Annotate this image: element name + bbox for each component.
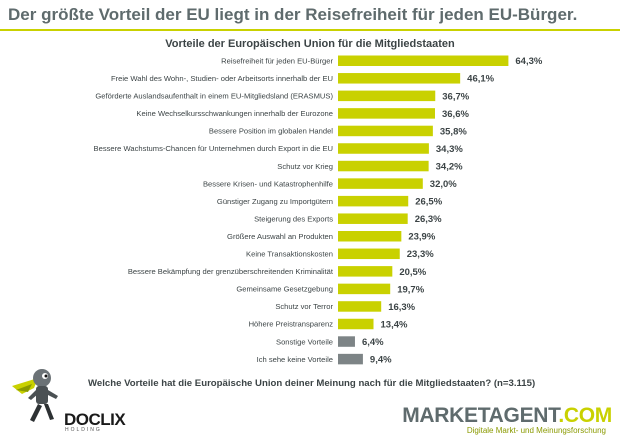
chart-title: Vorteile der Europäischen Union für die … — [165, 38, 455, 50]
bar — [338, 213, 408, 224]
category-label: Schutz vor Krieg — [277, 162, 333, 171]
value-label: 36,7% — [442, 91, 469, 102]
bar — [338, 195, 409, 207]
value-label: 36,6% — [442, 109, 469, 120]
category-label: Keine Transaktionskosten — [246, 250, 333, 259]
value-label: 34,3% — [436, 144, 463, 155]
bar — [338, 231, 402, 242]
value-label: 23,9% — [408, 232, 435, 243]
value-label: 32,0% — [430, 179, 457, 190]
value-label: 35,8% — [440, 126, 467, 137]
doclix-logo-tagline: HOLDING — [65, 427, 102, 433]
bar — [338, 283, 391, 295]
bar — [338, 143, 429, 154]
category-label: Günstiger Zugang zu Importgütern — [217, 197, 333, 206]
marketagent-logo-suffix: .COM — [558, 404, 612, 427]
category-label: Gemeinsame Gesetzgebung — [236, 285, 333, 294]
category-label: Steigerung des Exports — [254, 214, 333, 223]
value-label: 16,3% — [388, 302, 415, 313]
category-label: Höhere Preistransparenz — [249, 320, 334, 329]
value-label: 19,7% — [397, 284, 424, 295]
value-label: 26,3% — [415, 214, 442, 225]
bar — [338, 160, 429, 172]
category-label: Keine Wechselkursschwankungen innerhalb … — [136, 109, 333, 118]
headline-bar: Der größte Vorteil der EU liegt in der R… — [0, 0, 620, 31]
category-label: Reisefreiheit für jeden EU-Bürger — [221, 56, 333, 65]
category-label: Ich sehe keine Vorteile — [257, 355, 333, 364]
bar — [338, 301, 382, 312]
bar — [338, 73, 461, 84]
value-label: 13,4% — [381, 319, 408, 330]
category-label: Bessere Position im globalen Handel — [209, 127, 333, 136]
value-label: 20,5% — [399, 267, 426, 278]
value-label: 23,3% — [407, 249, 434, 260]
marketagent-logo: MARKETAGENT.COM — [402, 404, 612, 428]
bar — [338, 248, 400, 260]
marketagent-tagline: Digitale Markt- und Meinungsforschung — [466, 426, 606, 435]
category-label: Schutz vor Terror — [275, 302, 333, 311]
headline-divider — [0, 29, 620, 31]
bar — [338, 336, 355, 347]
value-label: 6,4% — [362, 337, 384, 348]
category-label: Freie Wahl des Wohn-, Studien- oder Arbe… — [111, 74, 333, 83]
category-label: Bessere Bekämpfung der grenzüberschreite… — [128, 267, 334, 276]
bar-chart: Reisefreiheit für jeden EU-Bürger 64,3% Fr… — [94, 55, 543, 366]
value-label: 9,4% — [370, 355, 392, 366]
bar — [338, 125, 433, 137]
value-label: 26,5% — [415, 197, 442, 208]
bar — [338, 55, 509, 66]
category-label: Größere Auswahl an Produkten — [227, 232, 333, 241]
category-label: Geförderte Auslandsaufenthalt in einem E… — [95, 92, 333, 101]
bar — [338, 108, 435, 119]
bar — [338, 353, 363, 365]
marketagent-logo-name: MARKETAGENT — [402, 404, 559, 427]
bar — [338, 266, 393, 277]
value-label: 46,1% — [467, 74, 494, 85]
category-label: Bessere Wachstums-Chancen für Unternehme… — [94, 144, 333, 153]
category-label: Sonstige Vorteile — [276, 337, 333, 346]
bar — [338, 90, 436, 102]
bar — [338, 318, 374, 330]
headline: Der größte Vorteil der EU liegt in der R… — [8, 5, 578, 24]
doclix-logo: DOCLIX — [64, 410, 126, 429]
doclix-mascot-logo — [12, 369, 58, 422]
survey-question: Welche Vorteile hat die Europäische Unio… — [88, 378, 536, 389]
value-label: 34,2% — [436, 161, 463, 172]
bar — [338, 178, 423, 189]
value-label: 64,3% — [515, 56, 542, 67]
category-label: Bessere Krisen- und Katastrophenhilfe — [203, 179, 333, 188]
